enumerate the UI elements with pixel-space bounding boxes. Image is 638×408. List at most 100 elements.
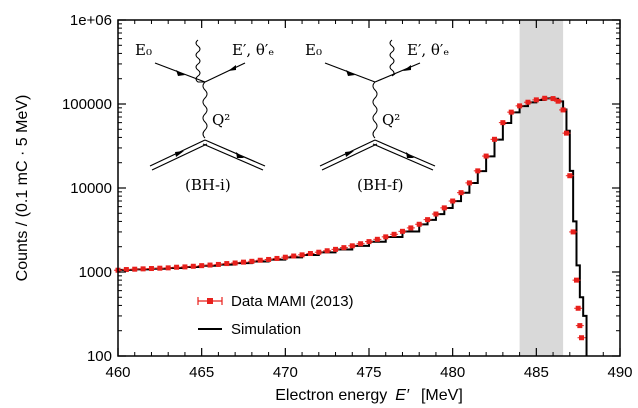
feynman-diagram-bh-i: E₀ E′, θ′ₑ Q² (BH-i) bbox=[135, 39, 274, 194]
data-point bbox=[525, 99, 531, 105]
data-point bbox=[573, 277, 579, 283]
nucleus-out-line-a bbox=[374, 139, 436, 167]
data-point bbox=[425, 217, 431, 223]
data-point bbox=[165, 265, 171, 271]
virtual-photon-line bbox=[372, 81, 378, 139]
arrow-icon bbox=[345, 151, 354, 157]
nucleus-in-line-b bbox=[151, 143, 208, 171]
nucleus-out-line-b bbox=[372, 143, 434, 171]
data-point bbox=[132, 266, 138, 272]
arrow-icon bbox=[346, 70, 355, 76]
data-point bbox=[563, 130, 569, 136]
emitted-photon-line bbox=[195, 39, 205, 83]
data-point bbox=[316, 249, 322, 255]
y-tick-label: 10000 bbox=[70, 180, 112, 197]
data-point bbox=[157, 265, 163, 271]
data-point bbox=[391, 231, 397, 237]
shaded-region bbox=[519, 20, 564, 356]
data-point bbox=[299, 252, 305, 258]
virtual-photon-line bbox=[202, 81, 208, 139]
data-point bbox=[257, 257, 263, 263]
arrow-icon bbox=[403, 65, 411, 71]
legend: Data MAMI (2013) Simulation bbox=[197, 293, 354, 338]
legend-item-simulation: Simulation bbox=[198, 321, 301, 338]
data-point bbox=[567, 173, 573, 179]
data-point bbox=[416, 221, 422, 227]
data-point bbox=[232, 260, 238, 266]
arrow-icon bbox=[236, 152, 244, 158]
data-point bbox=[182, 264, 188, 270]
x-tick-label: 470 bbox=[273, 364, 298, 381]
arrow-icon bbox=[175, 151, 184, 157]
data-point bbox=[399, 228, 405, 234]
diagram-caption: (BH-i) bbox=[185, 176, 231, 194]
y-tick-label: 100 bbox=[87, 348, 112, 365]
legend-item-data: Data MAMI (2013) bbox=[197, 293, 354, 310]
data-point bbox=[458, 190, 464, 196]
data-point bbox=[577, 323, 583, 329]
y-axis-title: Counts / (0.1 mC · 5 MeV) bbox=[14, 95, 31, 282]
diagram-caption: (BH-f) bbox=[357, 176, 403, 194]
nucleus-in-line-b bbox=[321, 143, 378, 171]
data-point bbox=[266, 256, 272, 262]
legend-label-data: Data MAMI (2013) bbox=[231, 293, 354, 310]
data-point bbox=[517, 103, 523, 109]
x-tick-label: 460 bbox=[105, 364, 130, 381]
data-point bbox=[148, 266, 154, 272]
out-energy-label: E′, θ′ₑ bbox=[407, 41, 449, 59]
arrow-icon bbox=[228, 65, 236, 71]
y-tick-label: 1e+06 bbox=[70, 12, 112, 29]
data-point bbox=[333, 246, 339, 252]
data-point bbox=[358, 241, 364, 247]
data-point bbox=[500, 120, 506, 126]
data-point bbox=[274, 255, 280, 261]
legend-data-marker bbox=[207, 298, 213, 304]
in-energy-label: E₀ bbox=[305, 41, 322, 59]
simulation-series bbox=[118, 97, 588, 356]
arrow-icon bbox=[176, 70, 185, 76]
data-point bbox=[570, 229, 576, 235]
data-point bbox=[492, 136, 497, 142]
data-point bbox=[542, 95, 548, 101]
outgoing-electron-line bbox=[204, 62, 246, 83]
data-point bbox=[207, 262, 213, 268]
nucleus-out-line-b bbox=[202, 143, 264, 171]
data-point bbox=[475, 168, 481, 174]
data-point bbox=[190, 263, 196, 269]
data-point bbox=[555, 98, 561, 104]
data-point bbox=[374, 236, 380, 242]
arrow-icon bbox=[406, 152, 414, 158]
data-point bbox=[441, 205, 447, 211]
x-tick-label: 485 bbox=[524, 364, 549, 381]
data-point bbox=[450, 198, 456, 204]
data-point bbox=[550, 96, 556, 102]
out-energy-label: E′, θ′ₑ bbox=[232, 41, 274, 59]
legend-label-simulation: Simulation bbox=[231, 321, 301, 338]
x-axis-ticks: 460 465 470 475 480 485 490 bbox=[105, 20, 633, 381]
photon-label: Q² bbox=[382, 111, 400, 129]
emitted-photon-line bbox=[389, 39, 396, 77]
data-point bbox=[575, 305, 581, 311]
x-tick-label: 490 bbox=[607, 364, 632, 381]
data-point bbox=[466, 180, 472, 186]
data-point bbox=[483, 153, 489, 159]
data-point bbox=[366, 239, 372, 245]
y-tick-label: 1000 bbox=[79, 264, 112, 281]
feynman-diagram-bh-f: E₀ E′, θ′ₑ Q² (BH-f) bbox=[305, 39, 449, 194]
simulation-line bbox=[118, 97, 588, 356]
data-point bbox=[408, 225, 414, 231]
data-point bbox=[241, 259, 246, 265]
data-point bbox=[341, 245, 347, 251]
x-tick-label: 480 bbox=[440, 364, 465, 381]
y-axis-ticks: 100 1000 10000 100000 1e+06 bbox=[62, 12, 620, 365]
data-point bbox=[123, 267, 129, 273]
in-energy-label: E₀ bbox=[135, 41, 152, 59]
outgoing-electron-line bbox=[374, 62, 421, 83]
nucleus-out-line-a bbox=[204, 139, 266, 167]
data-point bbox=[174, 264, 180, 270]
data-point bbox=[249, 258, 255, 264]
data-point bbox=[199, 263, 205, 269]
data-point bbox=[282, 254, 288, 260]
data-point bbox=[349, 243, 355, 249]
